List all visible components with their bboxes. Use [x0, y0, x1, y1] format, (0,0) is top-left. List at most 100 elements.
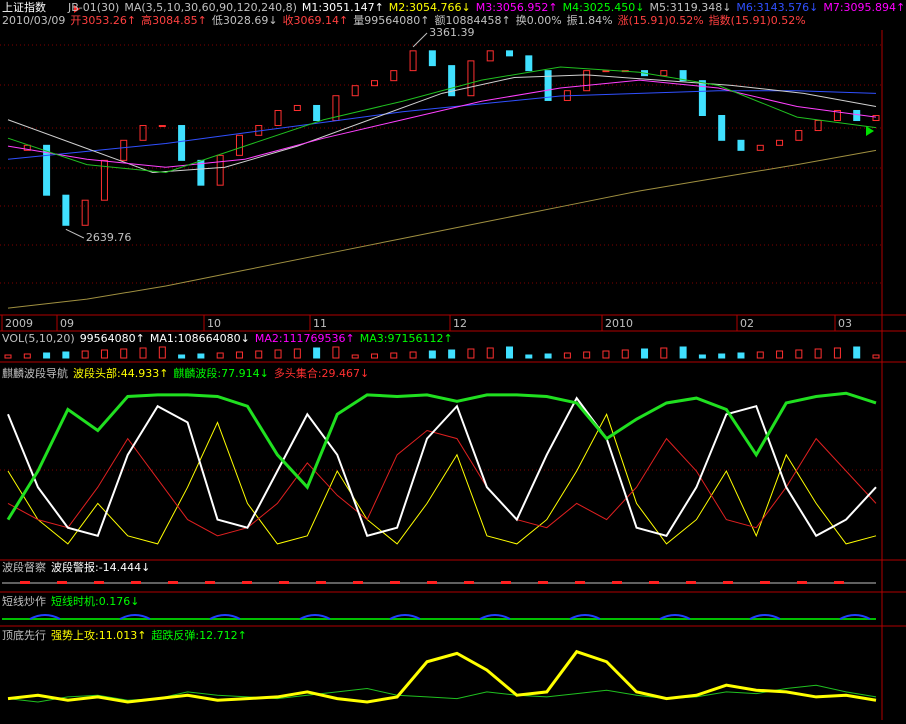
candle — [139, 125, 147, 141]
label: 上证指数 — [2, 0, 46, 14]
label: MA3:97156112↑ — [360, 332, 453, 345]
vol-bar — [351, 354, 359, 359]
candle — [583, 70, 591, 92]
vol-bar — [293, 348, 301, 359]
vol-bar — [158, 346, 166, 359]
label: 麒麟波段导航 — [2, 366, 68, 380]
candle — [448, 65, 456, 97]
label: 换0.00% — [516, 13, 562, 27]
candle — [313, 104, 321, 122]
candle — [351, 85, 359, 97]
label: M5:3119.348↓ — [650, 1, 732, 14]
vol-bar — [718, 353, 726, 359]
vol-bar — [428, 350, 436, 359]
alert-seg — [612, 581, 622, 584]
alert-seg — [649, 581, 659, 584]
alert-seg — [427, 581, 437, 584]
leader — [65, 228, 85, 239]
vol-bar — [313, 347, 321, 359]
vol-bar — [698, 354, 706, 359]
alert-seg — [94, 581, 104, 584]
alert-seg — [575, 581, 585, 584]
label: 2010/03/09 — [2, 14, 65, 27]
vol-bar — [255, 350, 263, 359]
vol-bar — [853, 346, 861, 359]
vol-bar — [621, 349, 629, 359]
label: 低3028.69↓ — [212, 14, 278, 27]
short-seg — [389, 614, 421, 620]
candle — [544, 70, 552, 101]
label: MA1:108664080↓ — [150, 332, 250, 345]
short-seg — [479, 614, 511, 620]
alert-seg — [723, 581, 733, 584]
alert-seg — [760, 581, 770, 584]
vol-bar — [235, 351, 243, 359]
short-seg — [839, 614, 871, 620]
ma-line — [7, 149, 877, 309]
short-seg — [209, 614, 241, 620]
high-label: 3361.39 — [429, 26, 475, 39]
vol-bar — [525, 354, 533, 359]
vol-bar — [756, 351, 764, 359]
wave-line — [7, 429, 877, 537]
label: 波段警报:-14.444↓ — [51, 560, 150, 574]
vol-bar — [100, 349, 108, 359]
alert-seg — [168, 581, 178, 584]
alert-seg — [390, 581, 400, 584]
ma-line — [7, 66, 877, 174]
candle — [853, 109, 861, 122]
vol-bar — [872, 354, 880, 359]
candle — [81, 199, 89, 226]
candle — [795, 130, 803, 141]
label: 短线时机:0.176↓ — [51, 594, 139, 608]
label: 强势上攻:11.013↑ — [51, 628, 146, 642]
candle — [178, 125, 186, 161]
candle — [486, 50, 494, 62]
candle — [602, 70, 610, 73]
vol-bar — [370, 353, 378, 359]
vol-bar — [274, 349, 282, 359]
label: 振1.84% — [567, 13, 613, 27]
short-seg — [119, 614, 151, 620]
vol-bar — [563, 352, 571, 359]
vol-bar — [544, 353, 552, 359]
date-label: 12 — [453, 317, 467, 330]
label: 波段头部:44.933↑ — [73, 366, 168, 380]
wave-line — [6, 391, 877, 521]
alert-seg — [686, 581, 696, 584]
label: M2:3054.766↓ — [389, 1, 471, 14]
label: 麒麟波段:77.914↓ — [173, 366, 268, 380]
label: 超跌反弹:12.712↑ — [151, 628, 246, 642]
vol-bar — [448, 349, 456, 359]
date-label: 2010 — [605, 317, 633, 330]
label: 开3053.26↑ — [70, 14, 136, 27]
date-label: 09 — [60, 317, 74, 330]
label: 量99564080↑ — [353, 14, 429, 27]
alert-seg — [131, 581, 141, 584]
candle — [274, 109, 282, 127]
short-seg — [749, 614, 781, 620]
label: M7:3095.894↑ — [823, 1, 905, 14]
label: MA(3,5,10,30,60,90,120,240,8) — [124, 1, 297, 14]
label: M4:3025.450↓ — [563, 1, 645, 14]
alert-seg — [316, 581, 326, 584]
candle — [679, 70, 687, 82]
label: M1:3051.147↑ — [302, 1, 384, 14]
vol-bar — [81, 350, 89, 359]
short-seg — [299, 614, 331, 620]
date-label: 2009 — [5, 317, 33, 330]
candle — [833, 109, 841, 122]
label: 额10884458↑ — [435, 14, 511, 27]
alert-seg — [20, 581, 30, 584]
label: JB-01(30) — [67, 1, 119, 14]
ma-line — [7, 74, 877, 174]
vol-bar — [660, 347, 668, 359]
vol-bar — [776, 350, 784, 359]
label: 指数(15.91)0.52% — [709, 13, 806, 27]
vol-bar — [641, 348, 649, 359]
candle — [23, 144, 31, 151]
vol-bar — [178, 354, 186, 359]
label: 涨(15.91)0.52% — [618, 14, 704, 27]
